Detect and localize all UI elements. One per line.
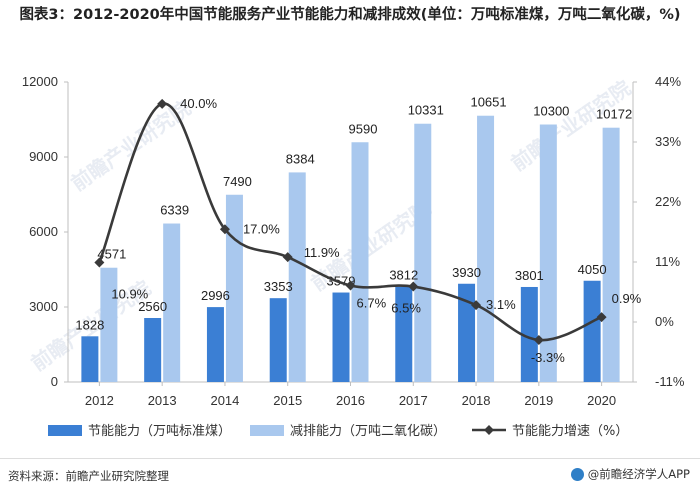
bar-emission-reduction: [163, 223, 181, 382]
y-right-tick-label: -11%: [655, 374, 685, 389]
bar-emission-reduction: [414, 123, 432, 382]
legend-swatch-emission-reduction: [250, 425, 284, 436]
x-tick-label: 2012: [85, 393, 114, 408]
y-left-tick-label: 3000: [29, 299, 58, 314]
bar-energy-saving: [144, 318, 162, 382]
growth-rate-point: [157, 98, 168, 109]
bar-emission-reduction-label: 8384: [286, 151, 315, 166]
y-left-tick-label: 12000: [22, 74, 58, 89]
y-left-tick-label: 9000: [29, 149, 58, 164]
bar-emission-reduction-label: 9590: [349, 121, 378, 136]
footer-divider: [0, 458, 700, 459]
bar-energy-saving-label: 2560: [138, 299, 167, 314]
bar-emission-reduction-label: 10172: [596, 107, 632, 122]
bar-energy-saving-label: 3801: [515, 268, 544, 283]
bar-energy-saving-label: 3930: [452, 265, 481, 280]
bar-energy-saving: [269, 298, 287, 382]
bar-emission-reduction: [288, 172, 306, 382]
bar-emission-reduction-label: 7490: [223, 174, 252, 189]
x-tick-label: 2019: [524, 393, 553, 408]
legend-label-emission-reduction: 减排能力（万吨二氧化碳）: [290, 424, 446, 439]
bar-energy-saving-label: 4050: [578, 262, 607, 277]
bar-energy-saving: [332, 292, 350, 382]
y-right-tick-label: 0%: [655, 314, 674, 329]
y-left-tick-label: 6000: [29, 224, 58, 239]
bar-emission-reduction-label: 10300: [533, 104, 569, 119]
growth-rate-label: 6.5%: [391, 301, 421, 316]
growth-rate-point: [471, 300, 482, 311]
x-tick-label: 2020: [587, 393, 616, 408]
growth-rate-point: [533, 335, 544, 345]
growth-rate-point: [596, 312, 607, 323]
bar-energy-saving: [583, 280, 601, 382]
bar-energy-saving: [520, 286, 538, 382]
y-right-tick-label: 11%: [655, 254, 680, 269]
growth-rate-point: [408, 281, 419, 292]
x-tick-label: 2013: [148, 393, 177, 408]
bar-energy-saving: [206, 307, 224, 382]
growth-rate-label: 0.9%: [612, 291, 642, 306]
growth-rate-label: -3.3%: [531, 350, 565, 365]
growth-rate-point: [282, 252, 293, 263]
growth-rate-label: 40.0%: [180, 96, 217, 111]
bar-energy-saving-label: 3812: [389, 268, 418, 283]
growth-rate-label: 17.0%: [243, 221, 280, 236]
growth-rate-label: 10.9%: [111, 287, 148, 302]
legend-swatch-growth-marker: [484, 425, 494, 435]
bar-emission-reduction: [477, 115, 495, 382]
brand-text: @前瞻经济学人APP: [587, 467, 690, 481]
y-right-tick-label: 33%: [655, 134, 681, 149]
bar-emission-reduction-label: 10651: [470, 95, 506, 110]
brand-mark: @前瞻经济学人APP: [570, 466, 690, 482]
bar-energy-saving-label: 3353: [264, 279, 293, 294]
bar-energy-saving: [395, 286, 413, 382]
growth-rate-point: [345, 280, 356, 291]
source-note: 资料来源：前瞻产业研究院整理: [8, 469, 169, 483]
y-right-tick-label: 44%: [655, 74, 681, 89]
legend-label-growth-rate: 节能能力增速（%）: [512, 424, 628, 439]
growth-rate-label: 11.9%: [304, 245, 340, 260]
chart-title: 图表3：2012-2020年中国节能服务产业节能能力和减排成效(单位：万吨标准煤…: [19, 7, 681, 23]
x-tick-label: 2015: [273, 393, 302, 408]
brand-logo-icon: [570, 467, 584, 481]
bar-emission-reduction-label: 6339: [160, 203, 189, 218]
x-tick-label: 2017: [399, 393, 428, 408]
growth-rate-point: [94, 257, 105, 268]
bar-energy-saving-label: 2996: [201, 288, 230, 303]
bar-emission-reduction: [100, 267, 118, 382]
x-tick-label: 2014: [210, 393, 239, 408]
bar-emission-reduction: [602, 127, 620, 382]
bar-emission-reduction-label: 10331: [408, 103, 444, 118]
bar-energy-saving-label: 1828: [75, 317, 104, 332]
bar-energy-saving: [458, 283, 476, 382]
chart-svg: 0 3000 6000 9000 12000 -11% 0% 11% 22% 33% 44% 1828…: [22, 74, 685, 439]
bar-emission-reduction: [351, 142, 369, 382]
growth-rate-label: 6.7%: [357, 295, 387, 310]
x-tick-label: 2016: [336, 393, 365, 408]
y-left-tick-label: 0: [51, 374, 58, 389]
legend-swatch-energy-saving: [48, 425, 82, 436]
legend-label-energy-saving: 节能能力（万吨标准煤）: [88, 424, 231, 439]
x-tick-label: 2018: [462, 393, 491, 408]
y-right-tick-label: 22%: [655, 194, 681, 209]
growth-rate-label: 3.1%: [486, 297, 516, 312]
bar-emission-reduction: [539, 124, 557, 382]
growth-rate-point: [219, 224, 230, 235]
bar-energy-saving: [81, 336, 99, 382]
